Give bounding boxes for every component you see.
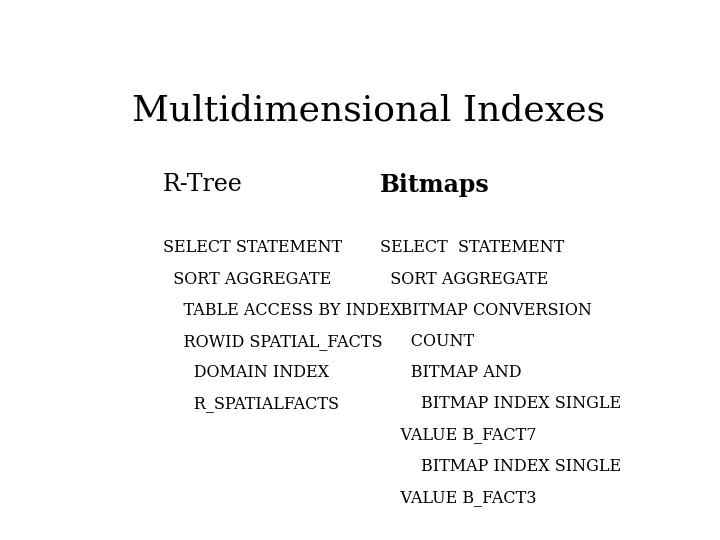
Text: TABLE ACCESS BY INDEX: TABLE ACCESS BY INDEX	[163, 302, 401, 319]
Text: VALUE B_FACT3: VALUE B_FACT3	[380, 489, 536, 506]
Text: SORT AGGREGATE: SORT AGGREGATE	[163, 271, 330, 288]
Text: COUNT: COUNT	[380, 333, 474, 350]
Text: BITMAP INDEX SINGLE: BITMAP INDEX SINGLE	[380, 395, 621, 413]
Text: BITMAP AND: BITMAP AND	[380, 364, 522, 381]
Text: R_SPATIALFACTS: R_SPATIALFACTS	[163, 395, 338, 413]
Text: BITMAP INDEX SINGLE: BITMAP INDEX SINGLE	[380, 458, 621, 475]
Text: R-Tree: R-Tree	[163, 173, 243, 196]
Text: SELECT  STATEMENT: SELECT STATEMENT	[380, 239, 564, 256]
Text: Multidimensional Indexes: Multidimensional Indexes	[132, 94, 606, 128]
Text: SORT AGGREGATE: SORT AGGREGATE	[380, 271, 549, 288]
Text: ROWID SPATIAL_FACTS: ROWID SPATIAL_FACTS	[163, 333, 382, 350]
Text: SELECT STATEMENT: SELECT STATEMENT	[163, 239, 342, 256]
Text: Bitmaps: Bitmaps	[380, 173, 490, 197]
Text: BITMAP CONVERSION: BITMAP CONVERSION	[380, 302, 592, 319]
Text: VALUE B_FACT7: VALUE B_FACT7	[380, 427, 536, 443]
Text: DOMAIN INDEX: DOMAIN INDEX	[163, 364, 328, 381]
